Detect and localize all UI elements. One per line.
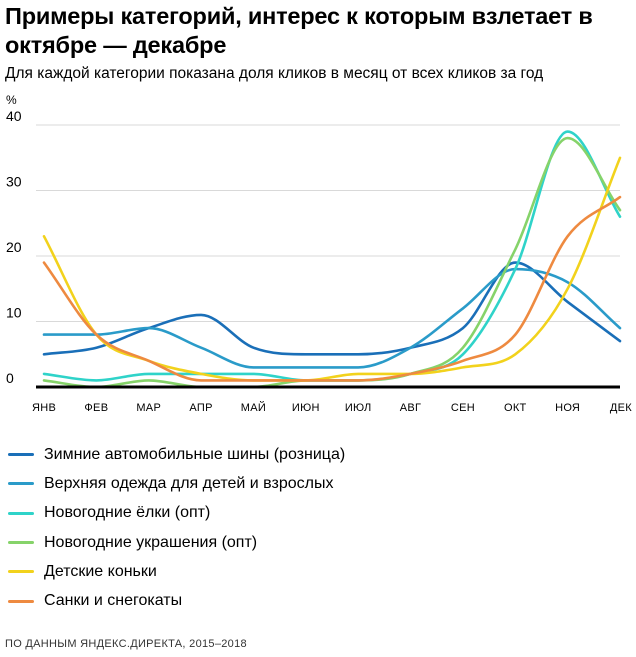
y-tick-label: 40 bbox=[6, 108, 22, 124]
x-tick-label: ЯНВ bbox=[32, 402, 56, 414]
y-tick-label: 30 bbox=[6, 174, 22, 190]
series-lines bbox=[42, 130, 622, 389]
legend-label: Детские коньки bbox=[44, 562, 157, 580]
line-chart: 0 10 20 30 40 ЯНВ ФЕВ МАР АПР МАЙ ИЮН ИЮЛ АВГ СЕН ОКТ… bbox=[6, 108, 632, 414]
x-tick-label: МАЙ bbox=[241, 401, 266, 414]
legend-item: Детские коньки bbox=[8, 557, 345, 586]
y-axis-ticks: 0 10 20 30 40 bbox=[6, 108, 22, 386]
legend-label: Зимние автомобильные шины (розница) bbox=[44, 445, 346, 463]
legend-item: Новогодние ёлки (опт) bbox=[8, 499, 345, 528]
series-line bbox=[42, 195, 622, 382]
x-tick-label: АПР bbox=[189, 402, 212, 414]
series-line bbox=[42, 267, 622, 369]
series-line bbox=[42, 136, 622, 389]
legend-label: Санки и снегокаты bbox=[44, 592, 183, 610]
legend-swatch bbox=[8, 511, 34, 515]
x-tick-label: ИЮН bbox=[292, 402, 320, 414]
legend: Зимние автомобильные шины (розница) Верхн… bbox=[8, 440, 345, 616]
y-tick-label: 0 bbox=[6, 370, 14, 386]
y-tick-label: 10 bbox=[6, 305, 22, 321]
chart-subtitle: Для каждой категории показана доля клико… bbox=[5, 65, 544, 82]
x-tick-label: СЕН bbox=[451, 402, 475, 414]
x-tick-label: ИЮЛ bbox=[345, 402, 372, 414]
legend-label: Новогодние ёлки (опт) bbox=[44, 504, 211, 522]
x-axis-ticks: ЯНВ ФЕВ МАР АПР МАЙ ИЮН ИЮЛ АВГ СЕН ОКТ НОЯ ДЕК bbox=[32, 401, 632, 414]
legend-swatch bbox=[8, 599, 34, 603]
grid-lines bbox=[36, 124, 620, 322]
x-tick-label: ДЕК bbox=[610, 402, 632, 414]
legend-item: Верхняя одежда для детей и взрослых bbox=[8, 469, 345, 498]
legend-label: Верхняя одежда для детей и взрослых bbox=[44, 474, 334, 492]
x-tick-label: НОЯ bbox=[555, 402, 580, 414]
legend-swatch bbox=[8, 541, 34, 545]
data-source-note: ПО ДАННЫМ ЯНДЕКС.ДИРЕКТА, 2015–2018 bbox=[5, 638, 247, 650]
legend-item: Новогодние украшения (опт) bbox=[8, 528, 345, 557]
legend-swatch bbox=[8, 482, 34, 486]
x-tick-label: АВГ bbox=[400, 402, 422, 414]
chart-title: Примеры категорий, интерес к которым взл… bbox=[5, 3, 593, 58]
y-tick-label: 20 bbox=[6, 239, 22, 255]
legend-item: Зимние автомобильные шины (розница) bbox=[8, 440, 345, 469]
legend-item: Санки и снегокаты bbox=[8, 586, 345, 615]
x-tick-label: ФЕВ bbox=[84, 402, 108, 414]
legend-label: Новогодние украшения (опт) bbox=[44, 533, 258, 551]
series-line bbox=[42, 261, 622, 356]
legend-swatch bbox=[8, 453, 34, 457]
y-axis-unit-label: % bbox=[6, 93, 17, 107]
x-tick-label: МАР bbox=[136, 402, 161, 414]
legend-swatch bbox=[8, 570, 34, 574]
x-tick-label: ОКТ bbox=[504, 402, 527, 414]
